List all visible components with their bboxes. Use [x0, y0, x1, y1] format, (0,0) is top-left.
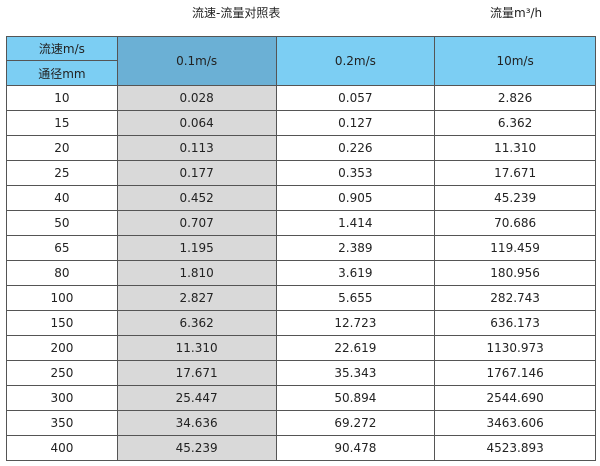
- speed-header: 流速m/s: [6, 36, 118, 61]
- flow-cell: 11.310: [116, 335, 277, 361]
- flow-cell: 180.956: [434, 260, 596, 286]
- diameter-cell: 65: [6, 235, 118, 261]
- flow-cell: 1130.973: [434, 335, 596, 361]
- flow-cell: 35.343: [275, 360, 436, 386]
- flow-cell: 45.239: [116, 435, 277, 461]
- flow-cell: 0.064: [116, 110, 277, 136]
- diameter-cell: 15: [6, 110, 118, 136]
- column-header: 10m/s: [434, 36, 596, 86]
- flow-cell: 1.195: [116, 235, 277, 261]
- flow-cell: 17.671: [116, 360, 277, 386]
- flow-cell: 11.310: [434, 135, 596, 161]
- diameter-cell: 40: [6, 185, 118, 211]
- flow-cell: 0.905: [275, 185, 436, 211]
- table-row: 250 17.671 35.343 1767.146: [6, 360, 596, 386]
- flow-cell: 636.173: [434, 310, 596, 336]
- table-row: 15 0.064 0.127 6.362: [6, 110, 596, 136]
- flow-cell: 22.619: [275, 335, 436, 361]
- diameter-cell: 10: [6, 85, 118, 111]
- table-row: 400 45.239 90.478 4523.893: [6, 435, 596, 461]
- flow-cell: 25.447: [116, 385, 277, 411]
- flow-cell: 1.414: [275, 210, 436, 236]
- flow-cell: 12.723: [275, 310, 436, 336]
- flow-cell: 1767.146: [434, 360, 596, 386]
- flow-cell: 119.459: [434, 235, 596, 261]
- flow-cell: 2.826: [434, 85, 596, 111]
- table-row: 150 6.362 12.723 636.173: [6, 310, 596, 336]
- table-row: 20 0.113 0.226 11.310: [6, 135, 596, 161]
- flow-cell: 0.127: [275, 110, 436, 136]
- flow-cell: 0.707: [116, 210, 277, 236]
- diameter-cell: 300: [6, 385, 118, 411]
- flow-cell: 90.478: [275, 435, 436, 461]
- unit-label: 流量m³/h: [490, 6, 543, 20]
- flow-cell: 6.362: [116, 310, 277, 336]
- flow-cell: 45.239: [434, 185, 596, 211]
- diameter-cell: 20: [6, 135, 118, 161]
- table-row: 65 1.195 2.389 119.459: [6, 235, 596, 261]
- diameter-header: 通径mm: [6, 60, 118, 86]
- flow-cell: 0.226: [275, 135, 436, 161]
- flow-cell: 5.655: [275, 285, 436, 311]
- table-row: 40 0.452 0.905 45.239: [6, 185, 596, 211]
- flow-cell: 6.362: [434, 110, 596, 136]
- table-row: 200 11.310 22.619 1130.973: [6, 335, 596, 361]
- diameter-cell: 200: [6, 335, 118, 361]
- flow-cell: 3463.606: [434, 410, 596, 436]
- diameter-cell: 250: [6, 360, 118, 386]
- flow-cell: 70.686: [434, 210, 596, 236]
- flow-cell: 1.810: [116, 260, 277, 286]
- diameter-cell: 50: [6, 210, 118, 236]
- flow-cell: 0.353: [275, 160, 436, 186]
- diameter-cell: 150: [6, 310, 118, 336]
- diameter-cell: 350: [6, 410, 118, 436]
- flow-cell: 2.389: [275, 235, 436, 261]
- flow-cell: 17.671: [434, 160, 596, 186]
- flow-cell: 34.636: [116, 410, 277, 436]
- column-header: 0.2m/s: [275, 36, 436, 86]
- table-row: 50 0.707 1.414 70.686: [6, 210, 596, 236]
- flow-cell: 0.113: [116, 135, 277, 161]
- flow-cell: 2544.690: [434, 385, 596, 411]
- table-row: 100 2.827 5.655 282.743: [6, 285, 596, 311]
- flow-cell: 0.452: [116, 185, 277, 211]
- diameter-cell: 400: [6, 435, 118, 461]
- diameter-cell: 25: [6, 160, 118, 186]
- column-header: 0.1m/s: [116, 36, 277, 86]
- table-row: 350 34.636 69.272 3463.606: [6, 410, 596, 436]
- table-row: 80 1.810 3.619 180.956: [6, 260, 596, 286]
- diameter-cell: 100: [6, 285, 118, 311]
- flow-cell: 282.743: [434, 285, 596, 311]
- flow-cell: 50.894: [275, 385, 436, 411]
- flow-cell: 2.827: [116, 285, 277, 311]
- flow-table: 流速m/s 0.1m/s 0.2m/s 10m/s 通径mm 10 0.028 0.…: [6, 36, 596, 461]
- flow-cell: 0.028: [116, 85, 277, 111]
- table-row: 10 0.028 0.057 2.826: [6, 85, 596, 111]
- diameter-cell: 80: [6, 260, 118, 286]
- flow-cell: 69.272: [275, 410, 436, 436]
- flow-cell: 4523.893: [434, 435, 596, 461]
- flow-cell: 3.619: [275, 260, 436, 286]
- flow-cell: 0.177: [116, 160, 277, 186]
- flow-cell: 0.057: [275, 85, 436, 111]
- table-title: 流速-流量对照表: [192, 6, 281, 20]
- table-row: 25 0.177 0.353 17.671: [6, 160, 596, 186]
- table-row: 300 25.447 50.894 2544.690: [6, 385, 596, 411]
